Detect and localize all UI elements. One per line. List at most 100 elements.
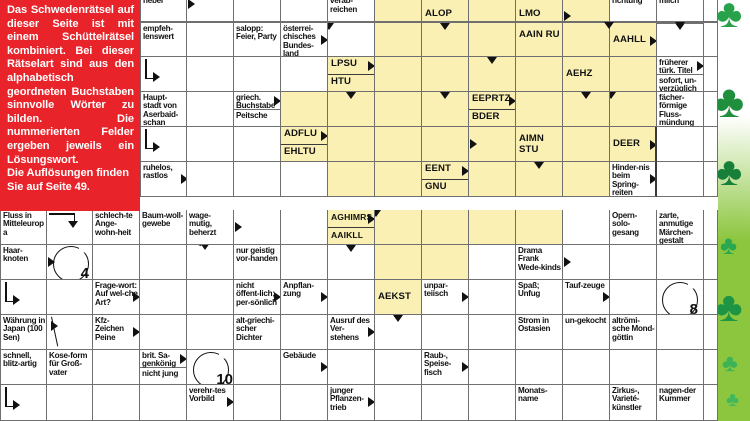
grid-cell[interactable]: [281, 162, 328, 197]
grid-cell[interactable]: [140, 385, 187, 421]
grid-cell[interactable]: Strom in Ostasien: [516, 315, 563, 350]
grid-cell-shuffle[interactable]: DEER: [610, 127, 657, 162]
grid-cell[interactable]: [140, 245, 187, 280]
grid-cell[interactable]: [375, 350, 422, 385]
grid-cell[interactable]: [657, 315, 704, 350]
grid-cell[interactable]: [140, 127, 187, 162]
grid-cell[interactable]: [563, 245, 610, 280]
grid-cell[interactable]: Raub-, Speise-fisch: [422, 350, 469, 385]
grid-cell[interactable]: unpar-teiisch: [422, 280, 469, 315]
grid-cell[interactable]: Opern-solo-gesang: [610, 210, 657, 245]
grid-cell-shuffle[interactable]: AGHIMRS AAIKLL: [328, 210, 375, 245]
grid-cell[interactable]: ruhelos, rastlos: [140, 162, 187, 197]
grid-cell[interactable]: [563, 350, 610, 385]
grid-cell[interactable]: [93, 350, 140, 385]
grid-cell[interactable]: zarte, anmutige Märchen-gestalt: [657, 210, 704, 245]
grid-cell[interactable]: Fluss in Mitteleuropa: [0, 210, 47, 245]
grid-cell[interactable]: [47, 210, 93, 245]
grid-cell[interactable]: [610, 92, 657, 127]
grid-cell[interactable]: [187, 280, 234, 315]
grid-cell[interactable]: schlech-te Ange-wohn-heit: [93, 210, 140, 245]
grid-cell[interactable]: [610, 57, 657, 92]
grid-cell[interactable]: griech. Buchstabe Peitsche: [234, 92, 281, 127]
grid-cell[interactable]: Kose-form für Groß-vater: [47, 350, 93, 385]
grid-cell[interactable]: wage-mutig, beherzt: [187, 210, 234, 245]
grid-cell[interactable]: [422, 385, 469, 421]
grid-cell[interactable]: [140, 280, 187, 315]
grid-cell[interactable]: [563, 0, 610, 22]
grid-cell[interactable]: [563, 22, 610, 57]
grid-cell[interactable]: [140, 57, 187, 92]
grid-cell[interactable]: Tauf-zeuge: [563, 280, 610, 315]
grid-cell[interactable]: un-gekocht: [563, 315, 610, 350]
grid-cell-shuffle[interactable]: AAHLL: [610, 22, 657, 57]
grid-cell[interactable]: Ausruf des Ver-stehens: [328, 315, 375, 350]
grid-cell[interactable]: österrei-chisches Bundes-land: [281, 22, 328, 57]
grid-cell[interactable]: [469, 315, 516, 350]
grid-cell[interactable]: [610, 280, 657, 315]
grid-cell[interactable]: [610, 245, 657, 280]
grid-cell[interactable]: Haupt-stadt von Aserbaid-schan: [140, 92, 187, 127]
grid-cell[interactable]: [516, 92, 563, 127]
grid-cell[interactable]: [375, 245, 422, 280]
grid-cell[interactable]: [516, 350, 563, 385]
grid-cell[interactable]: [187, 0, 234, 22]
grid-cell[interactable]: [375, 92, 422, 127]
grid-cell[interactable]: [469, 280, 516, 315]
grid-cell[interactable]: [234, 210, 281, 245]
grid-cell[interactable]: fächer-förmige Fluss-mündung: [657, 92, 704, 127]
grid-cell[interactable]: [281, 57, 328, 92]
grid-cell[interactable]: [704, 385, 718, 421]
grid-cell-shuffle[interactable]: LPSU HTU: [328, 57, 375, 92]
grid-cell[interactable]: Himmels-richtung: [610, 0, 657, 22]
grid-cell[interactable]: [657, 162, 704, 197]
grid-cell[interactable]: [422, 57, 469, 92]
grid-cell[interactable]: Baum-woll-gewebe: [140, 210, 187, 245]
grid-cell[interactable]: [469, 385, 516, 421]
grid-cell[interactable]: [469, 245, 516, 280]
grid-cell[interactable]: [704, 350, 718, 385]
grid-cell-numbered[interactable]: 8: [657, 280, 704, 315]
grid-cell[interactable]: schnell, blitz-artig: [0, 350, 47, 385]
grid-cell[interactable]: [187, 315, 234, 350]
grid-cell[interactable]: früherer türk. Titel sofort, un-verzügli…: [657, 57, 704, 92]
grid-cell[interactable]: [328, 280, 375, 315]
grid-cell[interactable]: [516, 210, 563, 245]
grid-cell[interactable]: [563, 385, 610, 421]
grid-cell[interactable]: [657, 245, 704, 280]
grid-cell[interactable]: [704, 22, 718, 57]
grid-cell[interactable]: [422, 127, 469, 162]
grid-cell[interactable]: [187, 22, 234, 57]
grid-cell[interactable]: Haar-knoten: [0, 245, 47, 280]
grid-cell[interactable]: [516, 57, 563, 92]
grid-cell[interactable]: [422, 315, 469, 350]
grid-cell[interactable]: [47, 280, 93, 315]
grid-cell[interactable]: [234, 385, 281, 421]
grid-cell[interactable]: Lasten-heber: [140, 0, 187, 22]
grid-cell[interactable]: [375, 162, 422, 197]
grid-cell[interactable]: Zirkus-, Varieté-künstler: [610, 385, 657, 421]
grid-cell[interactable]: [516, 162, 563, 197]
grid-cell-numbered[interactable]: 4: [47, 245, 93, 280]
grid-cell[interactable]: [0, 280, 47, 315]
crossword-grid[interactable]: Lasten-heber stoffe verab-reichen ALOP L…: [0, 0, 718, 421]
grid-cell-shuffle[interactable]: AEHZ: [563, 57, 610, 92]
grid-cell[interactable]: [704, 57, 718, 92]
grid-cell[interactable]: [657, 350, 704, 385]
grid-cell[interactable]: [469, 0, 516, 22]
grid-cell[interactable]: [375, 210, 422, 245]
grid-cell[interactable]: [422, 92, 469, 127]
grid-cell[interactable]: Frage-wort: Auf wel-che Art?: [93, 280, 140, 315]
grid-cell-shuffle[interactable]: AIMN STU: [516, 127, 563, 162]
grid-cell[interactable]: [469, 57, 516, 92]
grid-cell[interactable]: [234, 0, 281, 22]
grid-cell[interactable]: nur geistig vor-handen: [234, 245, 281, 280]
grid-cell[interactable]: [422, 22, 469, 57]
grid-cell-shuffle[interactable]: AEKST: [375, 280, 422, 315]
grid-cell[interactable]: [375, 0, 422, 22]
grid-cell[interactable]: [469, 162, 516, 197]
grid-cell[interactable]: [281, 245, 328, 280]
grid-cell[interactable]: nagen-der Kummer: [657, 385, 704, 421]
grid-cell-shuffle[interactable]: LMO: [516, 0, 563, 22]
grid-cell[interactable]: altrömi-sche Mond-göttin: [610, 315, 657, 350]
